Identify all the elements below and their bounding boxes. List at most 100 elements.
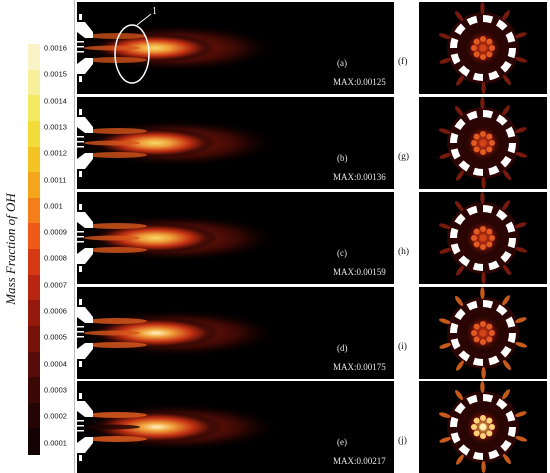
flame-jet-streak bbox=[84, 235, 140, 241]
flame-jet-streak bbox=[87, 152, 147, 158]
colorbar-tick-label: 0.0006 bbox=[44, 306, 67, 316]
outer-flame-spot bbox=[481, 176, 486, 189]
flame-core-region bbox=[92, 317, 220, 349]
colorbar-tick-label: 0.0004 bbox=[44, 359, 67, 369]
outer-flame-spot bbox=[480, 192, 485, 205]
outer-flame-spot bbox=[439, 58, 451, 64]
outer-flame-spot bbox=[515, 57, 527, 63]
colorbar-tick-label: 0.0012 bbox=[44, 148, 67, 158]
max-value-label: MAX:0.00159 bbox=[333, 267, 386, 277]
colorbar-segment bbox=[28, 223, 40, 250]
injector-hot-spot bbox=[489, 140, 495, 146]
flame-core-region bbox=[93, 223, 219, 253]
flame-jet-streak bbox=[87, 342, 147, 348]
flame-jet-streak bbox=[84, 424, 140, 430]
max-value-label: MAX:0.00217 bbox=[333, 456, 386, 466]
panel-label: (a) bbox=[337, 58, 347, 68]
end-view-panel bbox=[419, 287, 547, 379]
flame-side-view bbox=[77, 299, 281, 367]
swirler-ring bbox=[450, 394, 516, 460]
outer-flame-spot bbox=[502, 295, 510, 306]
outer-flame-spot bbox=[481, 271, 486, 284]
outer-flame-spot bbox=[502, 200, 510, 211]
annotation-number: 1 bbox=[152, 6, 157, 17]
flame-core-region bbox=[93, 128, 217, 158]
colorbar-tick-label: 0.0003 bbox=[44, 385, 67, 395]
injector-hot-spot bbox=[471, 424, 477, 430]
flame-jet-streak bbox=[87, 318, 147, 324]
injector-hot-spot bbox=[480, 131, 486, 137]
colorbar-segment bbox=[28, 351, 40, 378]
injector-hot-spot bbox=[473, 323, 480, 330]
outer-flame-spot bbox=[439, 153, 451, 159]
flame-jet-streak bbox=[87, 436, 147, 442]
injector-hot-spot bbox=[480, 54, 486, 60]
outer-flame-spot bbox=[515, 127, 527, 133]
injector-hot-spot bbox=[480, 321, 486, 327]
burner-nozzle bbox=[77, 393, 93, 461]
flame-jet-streak bbox=[87, 223, 147, 229]
flame-jet-streak bbox=[87, 412, 147, 418]
colorbar-segment bbox=[28, 95, 40, 122]
injector-hot-spot bbox=[486, 133, 493, 140]
panel-divider bbox=[74, 0, 75, 473]
injector-hot-spot bbox=[473, 51, 480, 58]
outer-flame-spot bbox=[502, 10, 510, 21]
swirler-ring bbox=[450, 300, 516, 366]
outer-flame-spot bbox=[456, 265, 464, 276]
colorbar-tick-label: 0.0013 bbox=[44, 122, 67, 132]
colorbar-tick-label: 0.0007 bbox=[44, 280, 67, 290]
injector-hot-spot bbox=[489, 45, 495, 51]
outer-flame-spot bbox=[515, 32, 527, 38]
flame-side-view: 1 bbox=[77, 6, 278, 84]
outer-flame-spot bbox=[481, 81, 486, 94]
injector-hot-spot bbox=[480, 244, 486, 250]
injector-hot-spot bbox=[473, 228, 480, 235]
outer-flame-spot bbox=[515, 317, 527, 323]
annotation-leader bbox=[136, 13, 152, 26]
colorbar-tick-label: 0.0008 bbox=[44, 253, 67, 263]
flame-end-view bbox=[439, 287, 527, 379]
outer-flame-spot bbox=[502, 454, 511, 465]
flame-jet-streak bbox=[87, 33, 147, 39]
injector-hot-spot bbox=[473, 430, 480, 437]
burner-nozzle bbox=[77, 109, 93, 177]
outer-flame-spot bbox=[502, 75, 511, 86]
injector-hot-spot bbox=[480, 433, 486, 439]
outer-flame-spot bbox=[439, 318, 451, 324]
outer-flame-spot bbox=[502, 265, 511, 276]
outer-flame-spot bbox=[455, 105, 464, 116]
colorbar-segment bbox=[28, 274, 40, 301]
injector-hot-spot bbox=[486, 51, 493, 58]
max-value-label: MAX:0.00136 bbox=[333, 172, 386, 182]
flame-core-region bbox=[94, 33, 216, 63]
injector-hot-spot bbox=[486, 38, 493, 45]
end-view-label: (j) bbox=[398, 436, 407, 446]
outer-flame-spot bbox=[456, 75, 464, 86]
injector-hot-spot bbox=[486, 430, 493, 437]
colorbar bbox=[28, 44, 40, 455]
injector-hot-spot bbox=[471, 45, 477, 51]
outer-flame-spot bbox=[456, 360, 464, 371]
outer-flame-spot bbox=[515, 247, 527, 253]
injector-hot-spot bbox=[480, 36, 486, 42]
outer-flame-spot bbox=[480, 381, 485, 394]
injector-hot-spot bbox=[489, 330, 495, 336]
colorbar-segment bbox=[28, 197, 40, 224]
outer-flame-spot bbox=[515, 411, 527, 417]
center-hot-spot bbox=[479, 329, 487, 337]
end-view-panel bbox=[419, 97, 547, 189]
panel-label: (b) bbox=[337, 153, 348, 163]
side-view-panel: 1 (a) MAX:0.00125 bbox=[77, 2, 394, 94]
colorbar-tick-label: 0.0002 bbox=[44, 411, 67, 421]
outer-flame-spot bbox=[502, 389, 510, 400]
injector-hot-spot bbox=[473, 336, 480, 343]
burner-nozzle bbox=[77, 204, 93, 272]
panel-label: (d) bbox=[337, 343, 348, 353]
panel-label: (c) bbox=[337, 248, 347, 258]
colorbar-segment bbox=[28, 44, 40, 71]
burner-nozzle bbox=[77, 299, 93, 367]
end-view-panel bbox=[419, 192, 547, 284]
outer-flame-spot bbox=[439, 437, 451, 443]
outer-flame-spot bbox=[515, 222, 527, 228]
